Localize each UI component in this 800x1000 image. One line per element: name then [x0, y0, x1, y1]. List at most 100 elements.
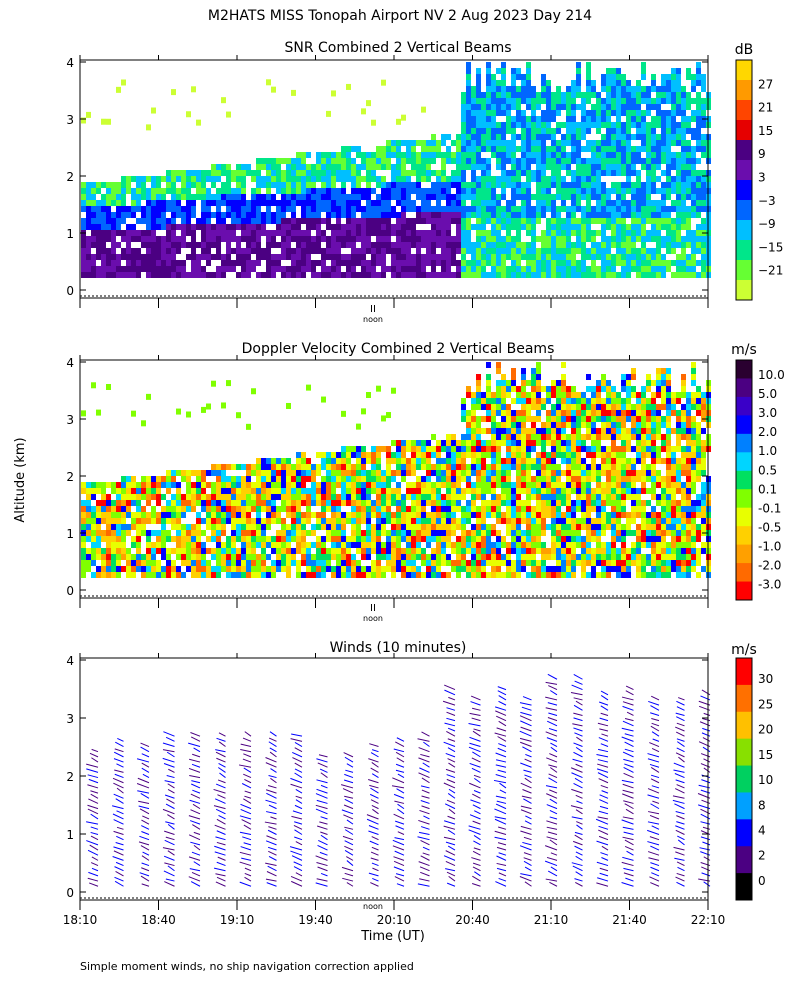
heatmap-cell	[486, 554, 491, 560]
heatmap-cell	[191, 530, 196, 536]
heatmap-cell	[571, 446, 576, 452]
heatmap-cell	[146, 476, 151, 482]
heatmap-cell	[341, 260, 346, 266]
heatmap-cell	[521, 536, 526, 542]
heatmap-cell	[536, 134, 541, 140]
heatmap-cell	[211, 224, 216, 230]
heatmap-cell	[586, 176, 591, 182]
heatmap-cell	[146, 512, 151, 518]
heatmap-cell	[261, 506, 266, 512]
heatmap-cell	[391, 272, 396, 278]
heatmap-cell	[436, 512, 441, 518]
heatmap-cell	[431, 488, 436, 494]
heatmap-cell	[421, 488, 426, 494]
heatmap-cell	[421, 176, 426, 182]
heatmap-cell	[451, 194, 456, 200]
heatmap-cell	[131, 476, 136, 482]
heatmap-cell	[351, 530, 356, 536]
heatmap-cell	[361, 566, 366, 572]
heatmap-cell	[101, 272, 106, 278]
heatmap-cell	[551, 440, 556, 446]
heatmap-cell	[241, 566, 246, 572]
heatmap-cell	[681, 272, 686, 278]
heatmap-cell	[381, 272, 386, 278]
heatmap-cell	[461, 260, 466, 266]
heatmap-cell	[586, 68, 591, 74]
heatmap-cell	[221, 530, 226, 536]
heatmap-cell	[521, 470, 526, 476]
heatmap-cell	[416, 446, 421, 452]
heatmap-cell	[466, 248, 471, 254]
heatmap-cell	[511, 188, 516, 194]
heatmap-cell	[506, 458, 511, 464]
heatmap-cell	[501, 428, 506, 434]
heatmap-cell	[251, 464, 256, 470]
heatmap-cell	[631, 230, 636, 236]
heatmap-cell	[546, 92, 551, 98]
heatmap-cell	[676, 68, 681, 74]
heatmap-cell	[291, 260, 296, 266]
heatmap-cell	[616, 248, 621, 254]
heatmap-cell	[571, 464, 576, 470]
heatmap-cell	[376, 566, 381, 572]
heatmap-cell	[366, 524, 371, 530]
heatmap-cell	[496, 146, 501, 152]
heatmap-cell	[696, 122, 701, 128]
heatmap-cell	[701, 134, 706, 140]
heatmap-cell	[531, 476, 536, 482]
heatmap-cell	[651, 200, 656, 206]
heatmap-cell	[536, 260, 541, 266]
heatmap-cell	[281, 518, 286, 524]
heatmap-cell	[336, 176, 341, 182]
heatmap-cell	[481, 494, 486, 500]
heatmap-cell	[541, 92, 546, 98]
heatmap-cell	[151, 542, 156, 548]
heatmap-cell	[396, 530, 401, 536]
heatmap-cell	[186, 476, 191, 482]
heatmap-cell	[546, 194, 551, 200]
heatmap-cell	[346, 164, 351, 170]
heatmap-cell	[351, 146, 356, 152]
heatmap-cell	[491, 488, 496, 494]
heatmap-cell	[211, 170, 216, 176]
heatmap-cell	[281, 488, 286, 494]
heatmap-cell	[196, 512, 201, 518]
heatmap-cell	[201, 272, 206, 278]
heatmap-cell	[536, 398, 541, 404]
heatmap-cell	[591, 260, 596, 266]
heatmap-cell	[646, 86, 651, 92]
heatmap-cell	[386, 188, 391, 194]
heatmap-cell	[376, 272, 381, 278]
heatmap-cell	[386, 266, 391, 272]
heatmap-cell	[651, 176, 656, 182]
heatmap-cell	[416, 566, 421, 572]
heatmap-cell	[326, 476, 331, 482]
heatmap-cell	[216, 500, 221, 506]
heatmap-cell	[426, 494, 431, 500]
heatmap-cell	[141, 482, 146, 488]
heatmap-cell	[636, 104, 641, 110]
heatmap-cell	[376, 152, 381, 158]
heatmap-cell	[181, 560, 186, 566]
heatmap-cell	[541, 266, 546, 272]
heatmap-cell	[306, 200, 311, 206]
heatmap-cell	[331, 158, 336, 164]
heatmap-cell	[276, 530, 281, 536]
heatmap-cell	[401, 452, 406, 458]
heatmap-cell	[431, 470, 436, 476]
heatmap-cell	[421, 146, 426, 152]
heatmap-cell	[536, 428, 541, 434]
heatmap-cell	[401, 458, 406, 464]
heatmap-cell	[301, 176, 306, 182]
heatmap-cell	[281, 254, 286, 260]
heatmap-cell	[481, 224, 486, 230]
heatmap-cell	[296, 170, 301, 176]
heatmap-cell	[276, 536, 281, 542]
heatmap-cell	[546, 410, 551, 416]
heatmap-cell	[406, 572, 411, 578]
heatmap-cell	[406, 242, 411, 248]
heatmap-cell	[241, 230, 246, 236]
heatmap-cell	[421, 242, 426, 248]
heatmap-cell	[211, 500, 216, 506]
heatmap-cell	[506, 248, 511, 254]
